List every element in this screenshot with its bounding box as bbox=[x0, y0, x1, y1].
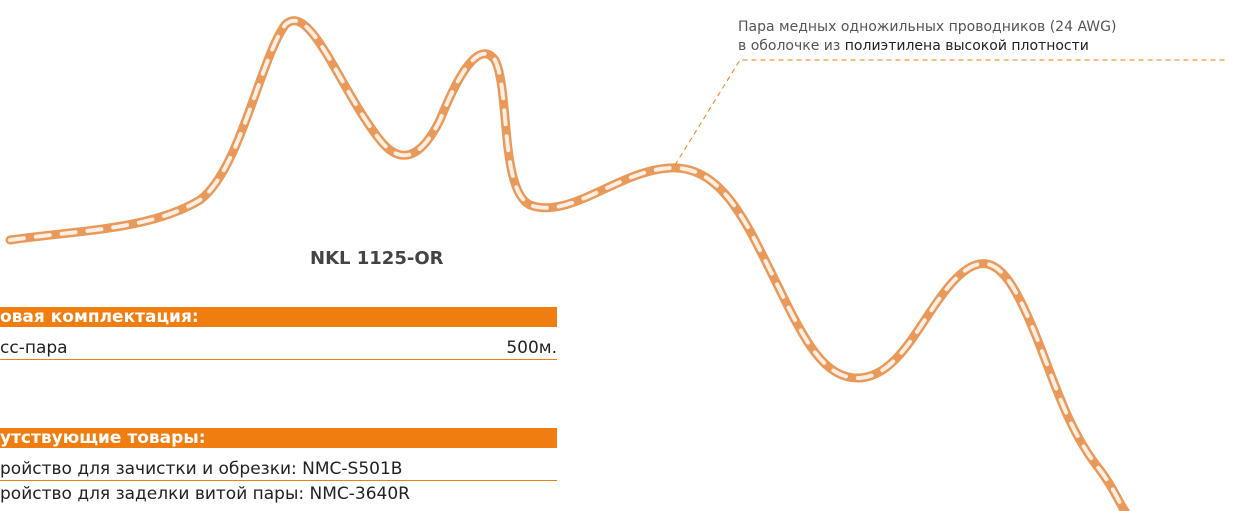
section-header: овая комплектация: bbox=[0, 307, 557, 327]
item-quantity: 500м. bbox=[506, 338, 557, 358]
annotation: Пара медных одножильных проводников (24 … bbox=[738, 18, 1116, 56]
leader-line bbox=[674, 59, 1225, 166]
item-name: сс-пара bbox=[0, 338, 68, 358]
cable-twist bbox=[8, 18, 1127, 511]
annotation-highlight: полиэтилена высокой плотности bbox=[844, 38, 1089, 54]
package-row: сс-пара 500м. bbox=[0, 337, 557, 360]
related-row: ройство для заделки витой пары: NMC-3640… bbox=[0, 484, 410, 504]
annotation-text: в оболочке из bbox=[738, 38, 841, 54]
related-row: ройство для зачистки и обрезки: NMC-S501… bbox=[0, 458, 557, 481]
section-header: утствующие товары: bbox=[0, 428, 557, 448]
product-name: NKL 1125-OR bbox=[310, 248, 444, 269]
annotation-line: Пара медных одножильных проводников (24 … bbox=[738, 19, 1117, 35]
annotation-line: в оболочке из полиэтилена высокой плотно… bbox=[738, 37, 1116, 56]
